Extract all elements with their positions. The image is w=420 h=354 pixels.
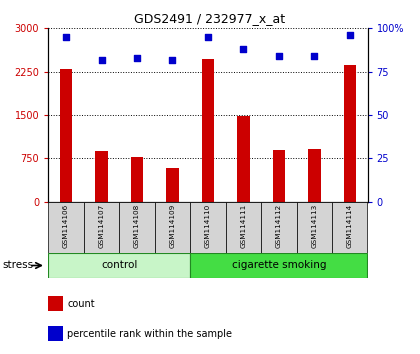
Text: GSM114114: GSM114114 (347, 203, 353, 247)
Text: count: count (68, 299, 95, 309)
Point (169, 57, 176, 62)
Point (205, 34, 211, 40)
Point (63, 34, 69, 40)
Point (240, 46, 247, 52)
Bar (60, 69, 72, 202)
Text: GSM114113: GSM114113 (311, 203, 317, 247)
Bar (166, 168, 178, 202)
Bar (48, 253, 190, 278)
Point (134, 55, 140, 61)
Bar (237, 116, 249, 202)
Bar (48, 296, 63, 312)
Bar (131, 157, 143, 202)
Text: cigarette smoking: cigarette smoking (231, 261, 326, 270)
Bar (344, 65, 356, 202)
Text: percentile rank within the sample: percentile rank within the sample (68, 329, 232, 339)
Bar (273, 150, 285, 202)
Bar (226, 202, 261, 253)
Bar (190, 202, 226, 253)
Text: GSM114108: GSM114108 (134, 203, 140, 247)
Text: GSM114109: GSM114109 (169, 203, 176, 247)
Bar (119, 202, 155, 253)
Text: GSM114106: GSM114106 (63, 203, 69, 247)
Text: GSM114112: GSM114112 (276, 203, 282, 247)
Bar (190, 253, 368, 278)
Point (98, 57, 105, 62)
Point (276, 53, 282, 59)
Point (346, 33, 353, 38)
Bar (332, 202, 368, 253)
Text: stress: stress (2, 261, 33, 270)
Bar (155, 202, 190, 253)
Bar (202, 59, 214, 202)
Text: GSM114110: GSM114110 (205, 203, 211, 247)
Bar (48, 326, 63, 341)
Bar (95, 152, 108, 202)
Text: GSM114107: GSM114107 (99, 203, 105, 247)
Text: control: control (101, 261, 137, 270)
Bar (308, 149, 320, 202)
Point (311, 53, 318, 59)
Text: GDS2491 / 232977_x_at: GDS2491 / 232977_x_at (134, 12, 286, 25)
Bar (48, 202, 84, 253)
Text: GSM114111: GSM114111 (240, 203, 247, 247)
Bar (297, 202, 332, 253)
Bar (84, 202, 119, 253)
Bar (261, 202, 297, 253)
